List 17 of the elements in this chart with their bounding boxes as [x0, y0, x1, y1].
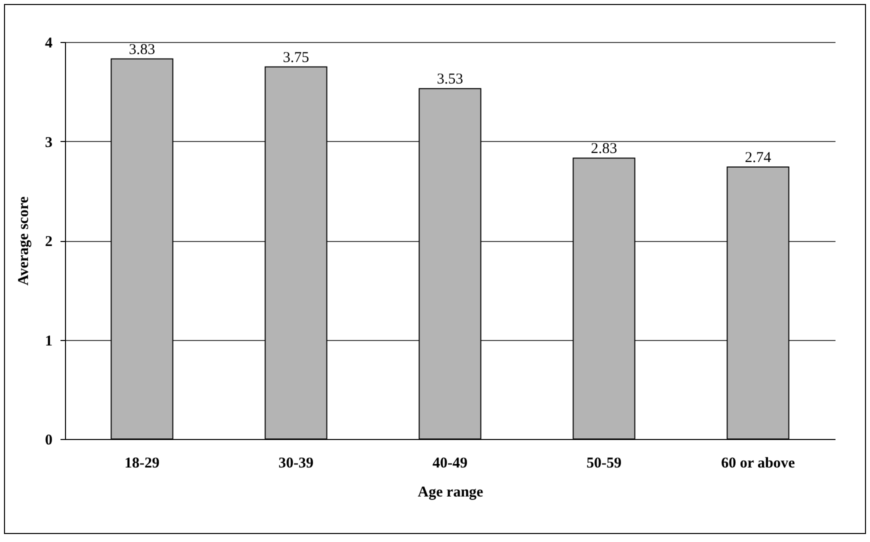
y-tick-label: 4: [45, 36, 53, 52]
x-tick-label: 50-59: [586, 456, 622, 472]
y-tick-label: 0: [45, 432, 52, 448]
data-label: 3.75: [282, 50, 310, 66]
data-label: 2.74: [744, 150, 772, 166]
x-tick-label: 30-39: [278, 456, 314, 472]
y-axis-title: Average score: [16, 196, 32, 286]
y-tick-label: 1: [45, 333, 52, 350]
y-tick-label: 2: [45, 234, 52, 250]
x-tick-label: 60 or above: [721, 456, 796, 472]
data-label: 3.83: [128, 42, 156, 58]
data-label: 3.53: [436, 72, 464, 88]
x-tick-label: 40-49: [432, 456, 468, 472]
data-label: 2.83: [590, 141, 618, 158]
x-tick-label: 18-29: [124, 456, 160, 472]
y-tick-label: 3: [45, 134, 52, 151]
x-axis-title: Age range: [418, 484, 484, 500]
